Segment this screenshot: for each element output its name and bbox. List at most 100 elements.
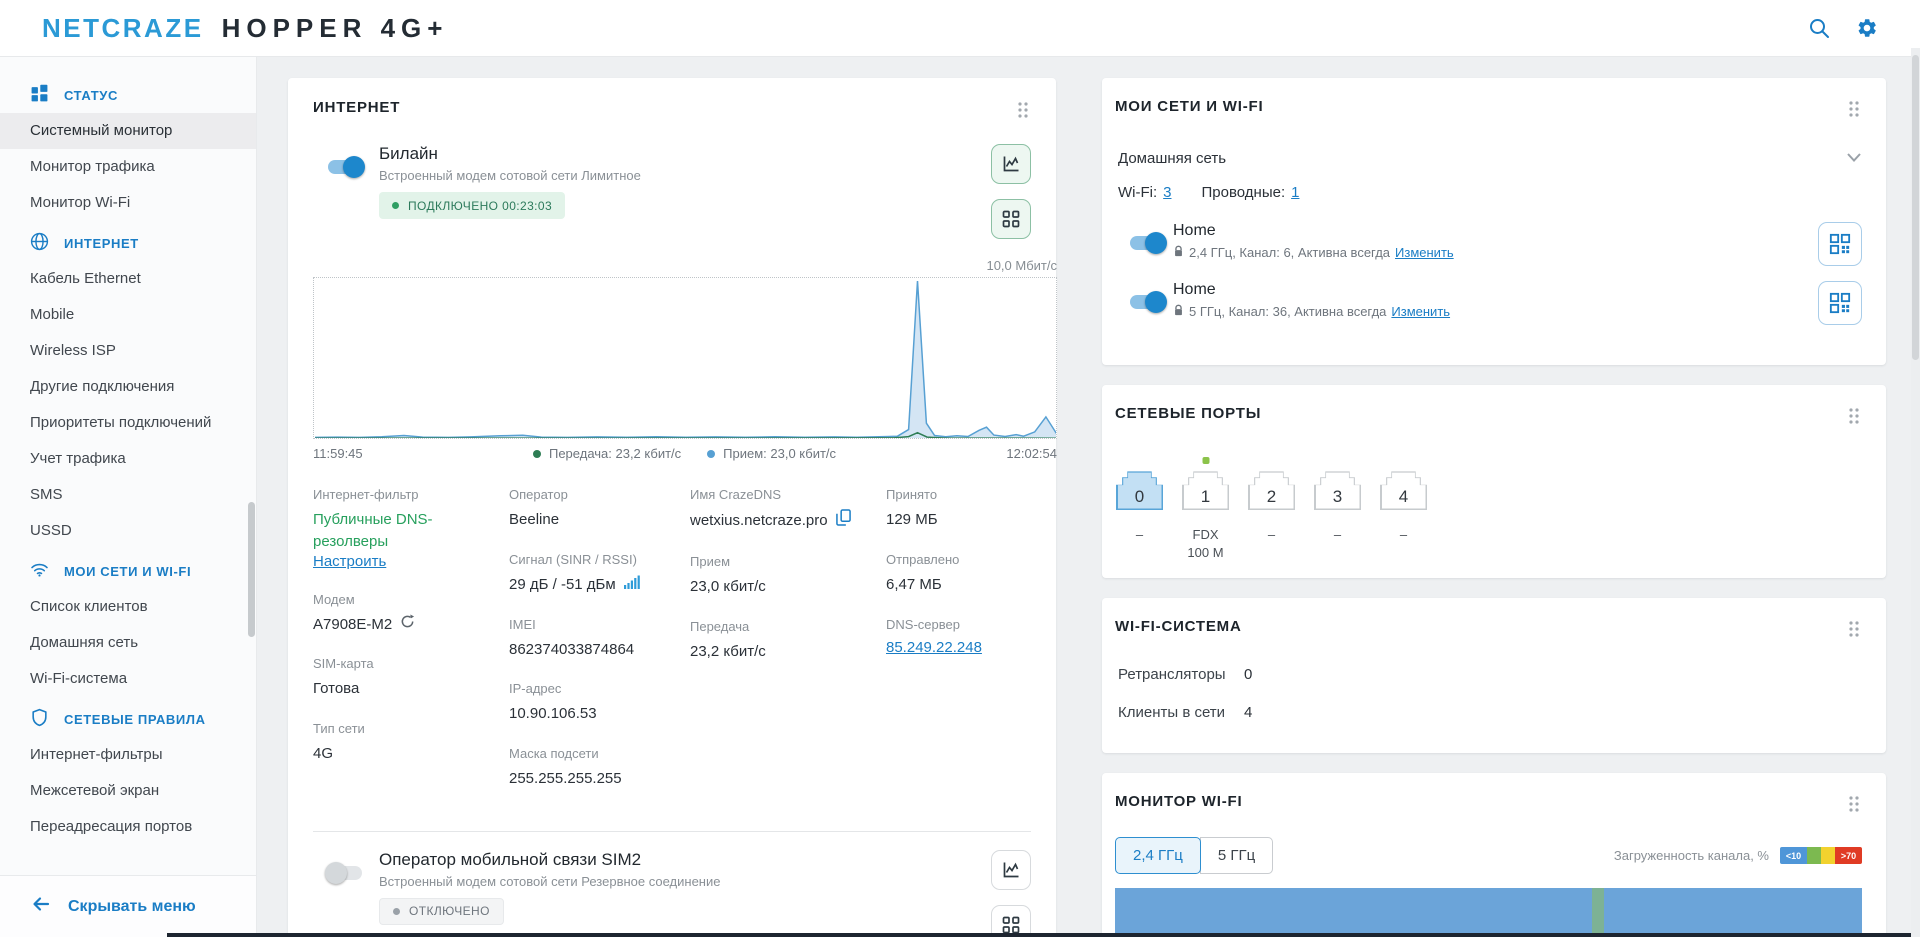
channel-utilization-chart xyxy=(1115,888,1862,937)
wifi-icon xyxy=(30,560,49,582)
lock-icon xyxy=(1173,304,1184,319)
search-icon[interactable] xyxy=(1808,17,1830,39)
wifi-system-card: WI-FI-СИСТЕМА Ретрансляторы 0 Клиенты в … xyxy=(1102,598,1886,753)
port-1[interactable]: 1 xyxy=(1182,468,1229,510)
chart-max-label: 10,0 Мбит/с xyxy=(986,258,1057,273)
wifi-toggle[interactable] xyxy=(1127,291,1167,313)
copy-icon[interactable] xyxy=(836,509,851,533)
sidebar-item-mobile[interactable]: Mobile xyxy=(0,297,256,333)
field-sent: Отправлено 6,47 МБ xyxy=(886,552,1031,596)
field-operator: Оператор Beeline xyxy=(509,487,690,531)
drag-handle-icon[interactable] xyxy=(1015,99,1031,126)
sidebar-section-status[interactable]: СТАТУС xyxy=(0,83,256,107)
drag-handle-icon[interactable] xyxy=(1846,618,1862,645)
connection-details-button[interactable] xyxy=(991,199,1031,239)
chart-time-end: 12:02:54 xyxy=(1006,446,1057,461)
sidebar-item-traffic-accounting[interactable]: Учет трафика xyxy=(0,441,256,477)
port-0-status: – xyxy=(1116,526,1163,561)
wired-count: Проводные: 1 xyxy=(1202,184,1300,201)
internet-card: ИНТЕРНЕТ Билайн Встроенный модем сотово xyxy=(288,78,1056,937)
wired-count-link[interactable]: 1 xyxy=(1291,184,1299,201)
utilization-segment xyxy=(1592,888,1604,937)
connection-toggle[interactable] xyxy=(325,156,365,178)
sidebar-item-wifi-system[interactable]: Wi-Fi-система xyxy=(0,661,256,697)
sidebar-item-traffic-monitor[interactable]: Монитор трафика xyxy=(0,149,256,185)
tab-band-24[interactable]: 2,4 ГГц xyxy=(1115,837,1201,874)
sidebar-item-connection-priorities[interactable]: Приоритеты подключений xyxy=(0,405,256,441)
sidebar-item-client-list[interactable]: Список клиентов xyxy=(0,589,256,625)
bottom-edge-strip xyxy=(167,933,1911,937)
divider xyxy=(313,831,1031,832)
sidebar-section-internet[interactable]: ИНТЕРНЕТ xyxy=(0,231,256,255)
wifi-edit-link[interactable]: Изменить xyxy=(1391,304,1450,319)
connection-chart-button[interactable] xyxy=(991,850,1031,890)
gear-icon[interactable] xyxy=(1856,17,1878,39)
drag-handle-icon[interactable] xyxy=(1846,405,1862,432)
brand-primary: NETCRAZE xyxy=(42,13,204,44)
drag-handle-icon[interactable] xyxy=(1846,793,1862,820)
network-ports-title: СЕТЕВЫЕ ПОРТЫ xyxy=(1115,405,1261,422)
sidebar-section-my-networks[interactable]: МОИ СЕТИ И WI-FI xyxy=(0,559,256,583)
status-badge: ОТКЛЮЧЕНО xyxy=(379,898,504,925)
drag-handle-icon[interactable] xyxy=(1846,98,1862,125)
band-tabs: 2,4 ГГц 5 ГГц xyxy=(1115,837,1273,874)
chevron-down-icon[interactable] xyxy=(1846,150,1862,167)
top-bar: NETCRAZE HOPPER 4G+ xyxy=(0,0,1920,57)
sidebar-item-home-network[interactable]: Домашняя сеть xyxy=(0,625,256,661)
tab-band-5[interactable]: 5 ГГц xyxy=(1200,837,1273,874)
sidebar-item-system-monitor[interactable]: Системный монитор xyxy=(0,113,256,149)
channel-load-scale: <10 >70 xyxy=(1780,847,1862,864)
configure-link[interactable]: Настроить xyxy=(313,553,386,570)
wifi-meta-text: 5 ГГц, Канал: 36, Активна всегда xyxy=(1189,304,1386,319)
wifi-monitor-title: МОНИТОР WI-FI xyxy=(1115,793,1242,810)
sidebar-item-internet-filters[interactable]: Интернет-фильтры xyxy=(0,737,256,773)
sidebar-scrollbar-thumb[interactable] xyxy=(248,502,255,637)
sidebar-item-ethernet[interactable]: Кабель Ethernet xyxy=(0,261,256,297)
traffic-chart-plot xyxy=(313,277,1057,439)
port-0[interactable]: 0 xyxy=(1116,468,1163,510)
sidebar-section-label: СТАТУС xyxy=(64,88,118,103)
page-scrollbar-thumb[interactable] xyxy=(1912,55,1919,360)
connection-details-grid: Интернет-фильтр Публичные DNS-резолверы … xyxy=(313,487,1031,811)
sidebar-section-network-rules[interactable]: СЕТЕВЫЕ ПРАВИЛА xyxy=(0,707,256,731)
connection-chart-button[interactable] xyxy=(991,144,1031,184)
sidebar-item-other-connections[interactable]: Другие подключения xyxy=(0,369,256,405)
field-mask: Маска подсети 255.255.255.255 xyxy=(509,746,690,790)
wifi-edit-link[interactable]: Изменить xyxy=(1395,245,1454,260)
wifi-toggle[interactable] xyxy=(1127,232,1167,254)
page-scrollbar-track[interactable] xyxy=(1911,48,1920,937)
qr-code-button[interactable] xyxy=(1818,281,1862,325)
tx-legend-label: Передача: 23,2 кбит/с xyxy=(549,446,681,461)
dns-server-link[interactable]: 85.249.22.248 xyxy=(886,639,982,656)
connection-toggle[interactable] xyxy=(325,862,365,884)
utilization-segment xyxy=(1115,888,1592,937)
globe-icon xyxy=(30,232,49,254)
refresh-icon[interactable] xyxy=(400,614,415,636)
sidebar-item-firewall[interactable]: Межсетевой экран xyxy=(0,773,256,809)
sidebar-item-ussd[interactable]: USSD xyxy=(0,513,256,549)
sidebar-item-port-forwarding[interactable]: Переадресация портов xyxy=(0,809,256,845)
port-2[interactable]: 2 xyxy=(1248,468,1295,510)
rx-legend-dot xyxy=(707,450,715,458)
utilization-segment xyxy=(1604,888,1862,937)
collapse-menu-button[interactable]: Скрывать меню xyxy=(0,875,256,937)
qr-code-button[interactable] xyxy=(1818,222,1862,266)
wifi-name: Home xyxy=(1173,222,1818,240)
chart-time-start: 11:59:45 xyxy=(313,446,363,461)
sidebar-item-wifi-monitor[interactable]: Монитор Wi-Fi xyxy=(0,185,256,221)
port-2-status: – xyxy=(1248,526,1295,561)
segment-row[interactable]: Домашняя сеть xyxy=(1115,150,1862,167)
wifi-network-row-5: Home 5 ГГц, Канал: 36, Активна всегда Из… xyxy=(1115,281,1862,325)
sidebar-item-sms[interactable]: SMS xyxy=(0,477,256,513)
sidebar-nav: СТАТУС Системный монитор Монитор трафика… xyxy=(0,57,256,875)
port-3[interactable]: 3 xyxy=(1314,468,1361,510)
channel-load-label: Загруженность канала, % xyxy=(1614,848,1769,863)
status-text: ПОДКЛЮЧЕНО 00:23:03 xyxy=(408,199,552,213)
repeaters-row: Ретрансляторы 0 xyxy=(1115,666,1862,683)
wifi-count-link[interactable]: 3 xyxy=(1163,184,1171,201)
wifi-name: Home xyxy=(1173,281,1818,299)
sidebar-item-wireless-isp[interactable]: Wireless ISP xyxy=(0,333,256,369)
port-4[interactable]: 4 xyxy=(1380,468,1427,510)
sidebar: СТАТУС Системный монитор Монитор трафика… xyxy=(0,57,257,937)
field-received: Принято 129 МБ xyxy=(886,487,1031,531)
